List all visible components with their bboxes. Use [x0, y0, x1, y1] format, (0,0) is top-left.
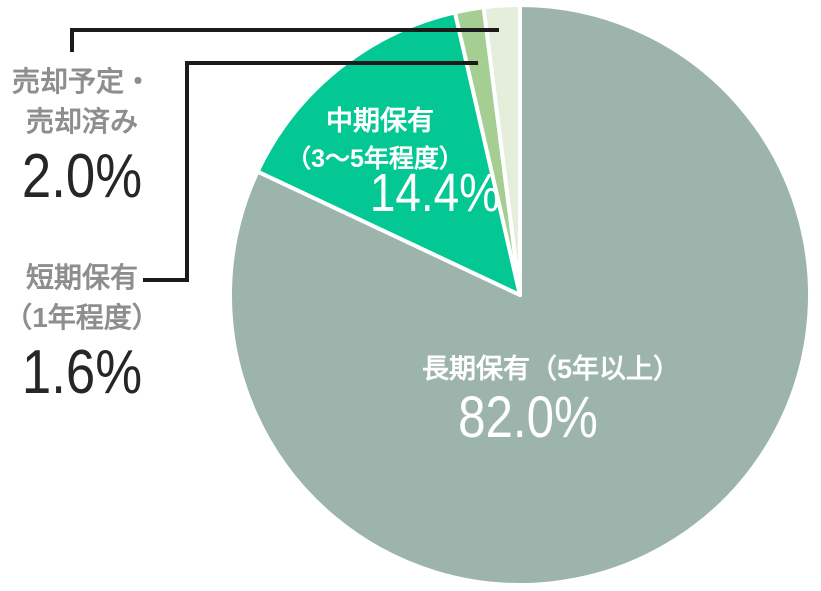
pie-slice-4 — [481, 3, 522, 297]
callout-short-term-value: 1.6% — [21, 338, 143, 407]
leader-line-sold — [70, 28, 499, 52]
callout-short-term-label-line2: （1年程度） — [4, 302, 160, 333]
slice-label-mid-term-line2: （3～5年程度） — [286, 145, 464, 173]
callout-sold-value: 2.0% — [21, 142, 143, 211]
slice-value-mid-term: 14.4% — [369, 163, 500, 223]
callout-sold: 売却予定・ 売却済み 2.0% — [0, 62, 164, 208]
slice-label-mid-term-line1: 中期保有 — [326, 106, 434, 136]
pie-slice-2 — [255, 10, 522, 297]
callout-short-term-label-line1: 短期保有 — [25, 262, 138, 293]
leader-line-short-term — [143, 61, 478, 282]
callout-short-term: 短期保有 （1年程度） 1.6% — [0, 258, 164, 404]
callout-sold-label-line2: 売却済み — [25, 106, 138, 137]
callout-sold-label-line1: 売却予定・ — [11, 66, 152, 97]
slice-label-long-term: 長期保有（5年以上） — [421, 354, 681, 384]
slice-value-long-term: 82.0% — [458, 385, 598, 450]
pie-slice-1 — [228, 3, 812, 587]
